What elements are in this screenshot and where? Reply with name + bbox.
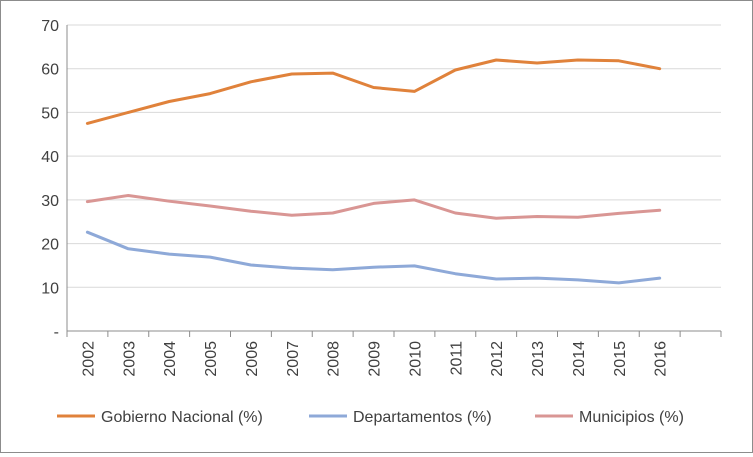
x-tick-label: 2008 (326, 341, 343, 377)
x-tick-label: 2002 (80, 341, 97, 377)
gridlines (67, 24, 721, 288)
x-tick-label: 2016 (653, 341, 670, 377)
y-tick-label: 40 (41, 149, 59, 166)
y-tick-labels: - 10 20 30 40 50 60 70 (41, 18, 59, 341)
x-tick-label: 2005 (203, 341, 220, 377)
series-lines (85, 58, 662, 285)
y-tick-label: 50 (41, 105, 59, 122)
x-tick-label: 2006 (244, 341, 261, 377)
x-tick-label: 2003 (121, 341, 138, 377)
series-line-2 (85, 194, 662, 220)
legend-label-2: Municipios (%) (579, 409, 684, 426)
x-tick-label: 2015 (612, 341, 629, 377)
x-tick-label: 2012 (489, 341, 506, 377)
x-tick-label: 2004 (162, 341, 179, 377)
x-tick-label: 2007 (285, 341, 302, 377)
x-tick-labels: 2002 2003 2004 2005 2006 2007 2008 2009 2010 2011… (80, 341, 669, 377)
y-tick-label: 30 (41, 193, 59, 210)
x-tick-label: 2014 (571, 341, 588, 377)
y-tick-label: 70 (41, 18, 59, 35)
legend-label-0: Gobierno Nacional (%) (101, 409, 263, 426)
x-tick-label: 2013 (530, 341, 547, 377)
y-tick-label: 20 (41, 237, 59, 254)
x-tick-label: 2009 (367, 341, 384, 377)
y-tick-label: 10 (41, 280, 59, 297)
series-line-0 (85, 58, 662, 125)
legend-label-1: Departamentos (%) (353, 409, 492, 426)
y-tick-label: 60 (41, 62, 59, 79)
legend: Gobierno Nacional (%) Departamentos (%) Mu… (57, 409, 684, 426)
x-tick-label: 2011 (448, 341, 465, 376)
axes (66, 25, 722, 337)
series-line-1 (85, 230, 662, 285)
y-tick-label: - (54, 324, 59, 341)
x-tick-label: 2010 (407, 341, 424, 377)
